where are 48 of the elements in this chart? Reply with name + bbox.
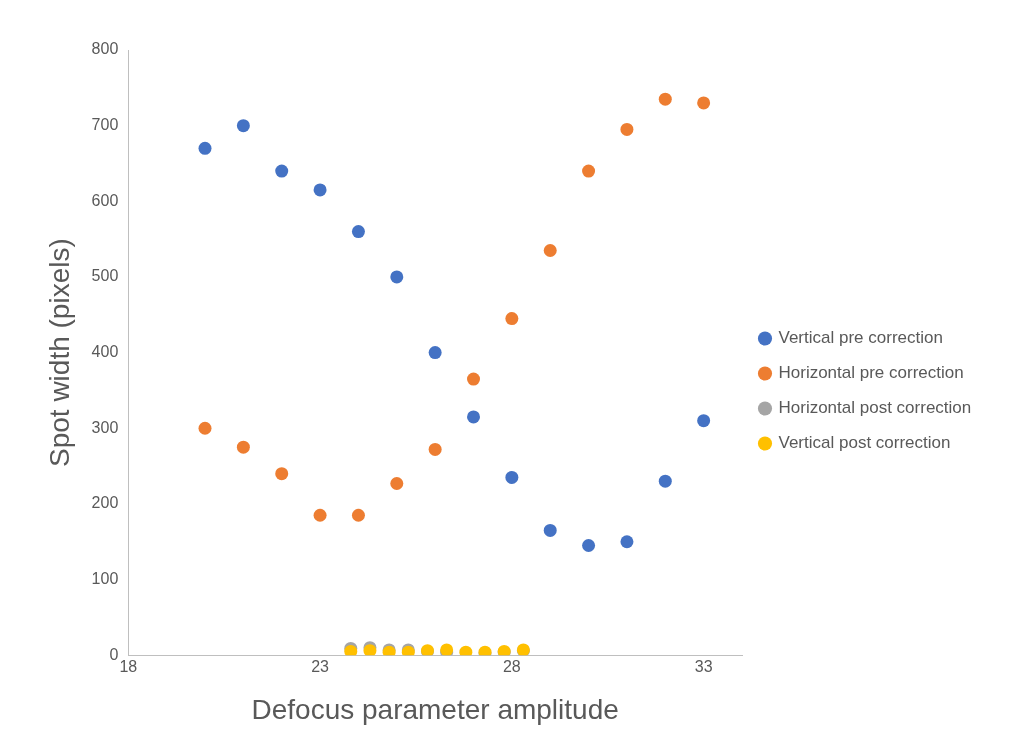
point bbox=[313, 183, 327, 197]
point bbox=[390, 476, 404, 490]
y-tick-label: 100 bbox=[91, 569, 119, 587]
point bbox=[658, 92, 672, 106]
point bbox=[428, 442, 442, 456]
point bbox=[505, 312, 519, 326]
x-tick-label: 33 bbox=[694, 658, 713, 676]
y-tick-label: 500 bbox=[91, 267, 119, 285]
point bbox=[620, 122, 634, 136]
x-tick-label: 18 bbox=[119, 658, 138, 676]
y-axis-title: Spot width (pixels) bbox=[43, 238, 75, 467]
point bbox=[620, 535, 634, 549]
point bbox=[236, 440, 250, 454]
point bbox=[543, 523, 557, 537]
point bbox=[582, 539, 596, 553]
point bbox=[351, 225, 365, 239]
point bbox=[467, 410, 480, 424]
point bbox=[658, 474, 672, 488]
point bbox=[390, 270, 404, 284]
y-tick-label: 300 bbox=[91, 418, 119, 436]
y-tick-label: 700 bbox=[91, 116, 119, 134]
point bbox=[428, 346, 442, 360]
point bbox=[543, 243, 557, 257]
point bbox=[313, 508, 327, 522]
y-tick-label: 0 bbox=[109, 645, 119, 663]
y-tick-label: 800 bbox=[91, 40, 119, 58]
legend-label: Horizontal pre correction bbox=[778, 363, 964, 383]
x-tick-label: 28 bbox=[502, 658, 521, 676]
point bbox=[275, 164, 289, 178]
point bbox=[198, 421, 212, 435]
x-tick-label: 23 bbox=[311, 658, 330, 676]
point bbox=[467, 372, 480, 386]
point bbox=[198, 141, 212, 155]
x-axis-title: Defocus parameter amplitude bbox=[251, 693, 619, 725]
point bbox=[351, 508, 365, 522]
legend-label: Horizontal post correction bbox=[778, 398, 972, 418]
point bbox=[505, 470, 519, 484]
point bbox=[697, 414, 711, 428]
y-tick-label: 600 bbox=[91, 191, 119, 209]
point bbox=[697, 96, 711, 110]
legend-label: Vertical post correction bbox=[778, 433, 951, 453]
point bbox=[236, 119, 250, 133]
point bbox=[459, 645, 473, 656]
y-tick-label: 200 bbox=[91, 494, 119, 512]
point bbox=[275, 467, 289, 481]
point bbox=[582, 164, 596, 178]
y-tick-label: 400 bbox=[91, 343, 119, 361]
legend-label: Vertical pre correction bbox=[778, 328, 943, 348]
